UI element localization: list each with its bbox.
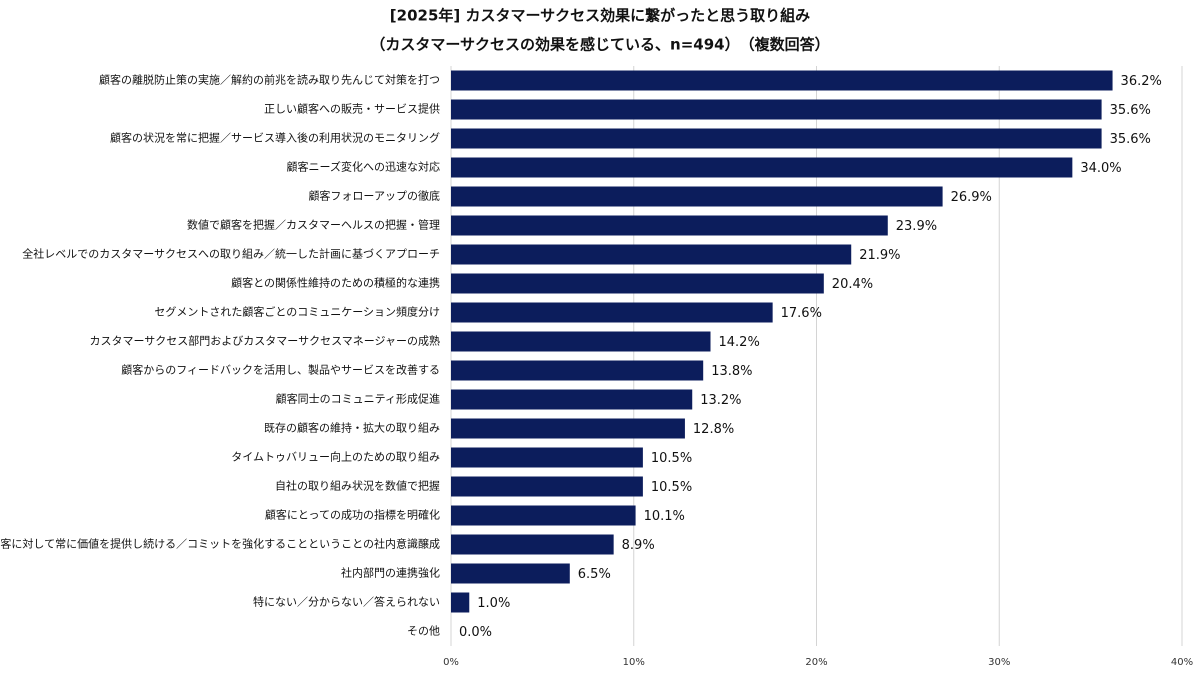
bar — [451, 534, 614, 555]
category-label: 顧客に対して常に価値を提供し続ける／コミットを強化することということの社内意識醸… — [0, 537, 440, 551]
value-label: 6.5% — [578, 567, 611, 582]
category-label: 顧客にとっての成功の指標を明確化 — [265, 508, 440, 522]
category-label: セグメントされた顧客ごとのコミュニケーション頻度分け — [154, 305, 440, 319]
category-label: 自社の取り組み状況を数値で把握 — [275, 479, 440, 493]
bar — [451, 273, 824, 294]
value-label: 1.0% — [477, 596, 510, 611]
x-tick-label: 40% — [1171, 657, 1193, 668]
value-label: 13.2% — [700, 393, 741, 408]
category-label: 特にない／分からない／答えられない — [253, 595, 440, 609]
category-label: 既存の顧客の維持・拡大の取り組み — [264, 421, 440, 435]
bar — [451, 418, 685, 439]
category-label: タイムトゥバリュー向上のための取り組み — [231, 450, 440, 464]
bar — [451, 360, 704, 381]
bar — [451, 99, 1102, 120]
value-label: 17.6% — [781, 306, 822, 321]
category-label: 顧客の離脱防止策の実施／解約の前兆を読み取り先んじて対策を打つ — [99, 73, 440, 87]
value-label: 10.5% — [651, 480, 692, 495]
bar — [451, 186, 943, 207]
x-tick-label: 10% — [623, 657, 645, 668]
chart-subtitle: （カスタマーサクセスの効果を感じている、n=494） （複数回答） — [370, 36, 829, 54]
category-label: その他 — [407, 625, 440, 638]
bar — [451, 128, 1102, 149]
value-label: 20.4% — [832, 277, 873, 292]
value-label: 10.5% — [651, 451, 692, 466]
bar — [451, 389, 693, 410]
value-label: 35.6% — [1110, 103, 1151, 118]
category-label: 全社レベルでのカスタマーサクセスへの取り組み／統一した計画に基づくアプローチ — [22, 247, 440, 261]
bar — [451, 563, 570, 584]
bar — [451, 157, 1073, 178]
value-label: 36.2% — [1121, 74, 1162, 89]
x-tick-label: 0% — [443, 657, 459, 668]
x-tick-label: 20% — [805, 657, 827, 668]
category-label: 数値で顧客を把握／カスタマーヘルスの把握・管理 — [187, 218, 440, 232]
category-label: 顧客との関係性維持のための積極的な連携 — [231, 276, 440, 290]
category-label: 正しい顧客への販売・サービス提供 — [264, 102, 440, 116]
value-label: 21.9% — [859, 248, 900, 263]
bar — [451, 70, 1113, 91]
category-label: 顧客ニーズ変化への迅速な対応 — [287, 160, 440, 174]
bar — [451, 476, 643, 497]
category-label: 社内部門の連携強化 — [341, 566, 440, 580]
value-label: 12.8% — [693, 422, 734, 437]
value-label: 0.0% — [459, 625, 492, 640]
bar — [451, 244, 852, 265]
value-label: 14.2% — [719, 335, 760, 350]
bar — [451, 592, 470, 613]
value-label: 8.9% — [622, 538, 655, 553]
value-label: 23.9% — [896, 219, 937, 234]
bar — [451, 302, 773, 323]
bar — [451, 331, 711, 352]
value-label: 35.6% — [1110, 132, 1151, 147]
bar — [451, 505, 636, 526]
category-label: 顧客の状況を常に把握／サービス導入後の利用状況のモニタリング — [110, 131, 440, 145]
bar — [451, 447, 643, 468]
x-tick-label: 30% — [988, 657, 1010, 668]
value-label: 34.0% — [1080, 161, 1121, 176]
category-label: 顧客フォローアップの徹底 — [308, 189, 440, 203]
category-label: カスタマーサクセス部門およびカスタマーサクセスマネージャーの成熟 — [90, 334, 440, 348]
category-label: 顧客からのフィードバックを活用し、製品やサービスを改善する — [121, 363, 440, 377]
chart-title: [2025年] カスタマーサクセス効果に繋がったと思う取り組み — [390, 7, 810, 25]
category-label: 顧客同士のコミュニティ形成促進 — [276, 392, 440, 406]
value-label: 13.8% — [711, 364, 752, 379]
value-label: 10.1% — [644, 509, 685, 524]
bar — [451, 215, 888, 236]
value-label: 26.9% — [951, 190, 992, 205]
